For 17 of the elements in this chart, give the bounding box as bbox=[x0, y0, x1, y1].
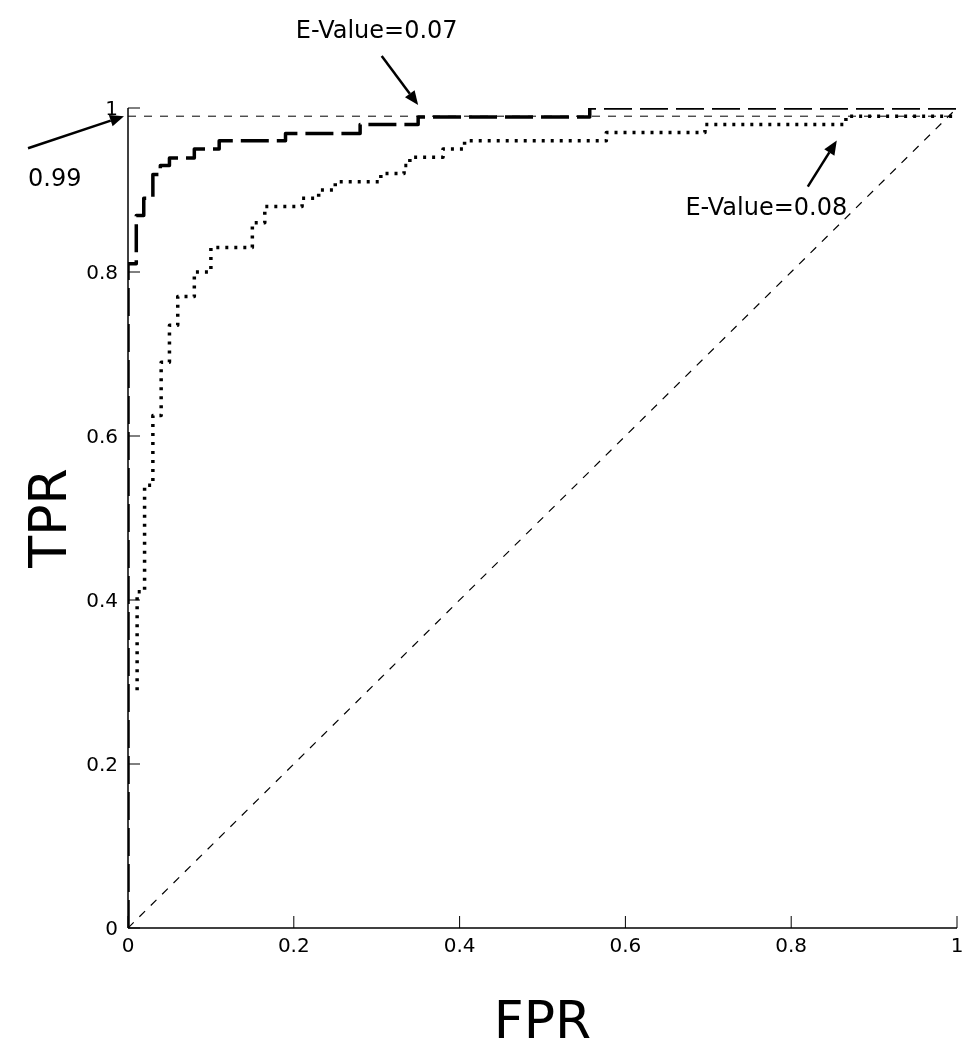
y-tick-label: 0.6 bbox=[86, 424, 118, 449]
x-tick-label: 0 bbox=[121, 933, 135, 958]
y-tick-label: 0.4 bbox=[86, 588, 118, 613]
text: E-Value=0.07 bbox=[295, 16, 458, 44]
y-tick-label: 0.8 bbox=[86, 260, 118, 285]
y-tick-label: 0 bbox=[105, 916, 118, 941]
x-tick-label: 0.8 bbox=[775, 933, 808, 958]
x-axis-title: FPR bbox=[493, 990, 592, 1050]
x-tick-label: 0.6 bbox=[609, 933, 642, 958]
annotation: E-Value=0.08 bbox=[685, 192, 848, 221]
y-axis-title: TPR bbox=[18, 468, 79, 569]
y-tick-label: 0.2 bbox=[86, 752, 118, 777]
x-tick-label: 1 bbox=[950, 933, 964, 958]
x-tick-label: 0.4 bbox=[443, 933, 476, 958]
y-tick-label: 1 bbox=[105, 96, 118, 121]
legend-label: 0.99 bbox=[28, 164, 82, 193]
x-tick-label: 0.2 bbox=[277, 933, 310, 958]
